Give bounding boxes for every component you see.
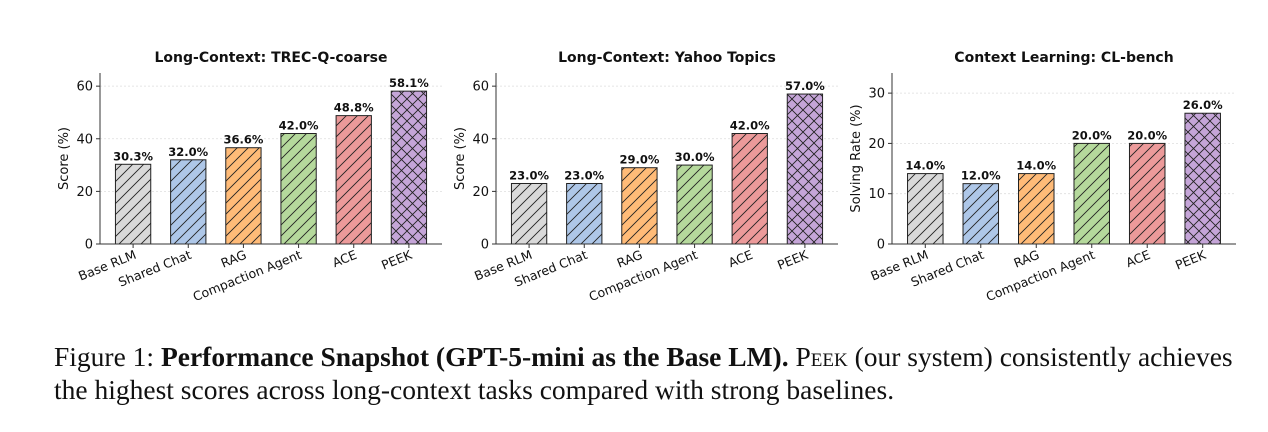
bar-hatch	[676, 164, 713, 245]
bar-hatch	[114, 163, 152, 245]
chart-panel-2: 23.0% 23.0%29.0% 30.0%42.0%57.0%0204060Bas…	[453, 50, 838, 304]
y-tick-label: 20	[868, 137, 885, 152]
bar-hatch	[621, 167, 658, 245]
bar-hatch	[1018, 173, 1055, 245]
bar-hatch	[1184, 112, 1221, 245]
data-label: 20.0%	[1127, 128, 1167, 142]
x-tick-label: RAG	[615, 247, 645, 271]
bar-hatch	[170, 159, 207, 245]
data-label: 14.0%	[905, 159, 945, 173]
caption-text: (our system) consistently achieves the h…	[54, 341, 1233, 405]
data-label: 57.0%	[785, 79, 825, 93]
data-label: 30.0%	[675, 150, 715, 164]
x-tick-label: ACE	[726, 247, 755, 270]
data-label: 42.0%	[730, 119, 770, 133]
caption-bold: Performance Snapshot (GPT-5-mini as the …	[160, 341, 789, 372]
chart-title: Long-Context: TREC-Q-coarse	[155, 50, 388, 66]
y-tick-label: 0	[481, 238, 489, 253]
bar-hatch	[510, 182, 548, 245]
bar-hatch	[225, 147, 262, 245]
y-tick-label: 0	[877, 238, 885, 253]
chart-title: Context Learning: CL-bench	[954, 50, 1173, 66]
bar-hatch	[962, 183, 1000, 245]
x-tick-label: RAG	[219, 247, 249, 271]
x-tick-label: Compaction Agent	[191, 247, 304, 304]
data-label: 36.6%	[223, 133, 263, 147]
bar-hatch	[1073, 142, 1110, 245]
figure-caption: Figure 1: Performance Snapshot (GPT-5-mi…	[54, 340, 1254, 406]
bar-hatch	[390, 90, 428, 245]
data-label: 30.3%	[113, 149, 153, 163]
y-tick-label: 60	[76, 80, 93, 95]
bar-hatch	[280, 133, 317, 245]
x-tick-label: ACE	[330, 247, 359, 270]
data-label: 26.0%	[1183, 98, 1223, 112]
chart-panel-1: 30.3% 32.0%36.6%42.0%48.8%58.1%0204060Bas…	[57, 50, 442, 304]
data-label: 48.8%	[334, 101, 374, 115]
y-tick-label: 10	[868, 187, 885, 202]
x-tick-label: PEEK	[775, 247, 811, 273]
x-tick-label: PEEK	[379, 247, 415, 273]
y-tick-label: 60	[472, 80, 489, 95]
bar-hatch	[335, 115, 372, 245]
data-label: 32.0%	[168, 145, 208, 159]
x-tick-label: ACE	[1124, 247, 1153, 270]
caption-label: Figure 1:	[54, 341, 155, 372]
x-tick-label: Compaction Agent	[587, 247, 700, 304]
y-tick-label: 40	[76, 132, 93, 147]
data-label: 14.0%	[1016, 159, 1056, 173]
bar-hatch	[1128, 142, 1166, 245]
chart-title: Long-Context: Yahoo Topics	[558, 50, 776, 66]
y-tick-label: 20	[472, 185, 489, 200]
bar-hatch	[731, 133, 768, 245]
bar-hatch	[907, 173, 944, 245]
figure: 30.3% 32.0%36.6%42.0%48.8%58.1%0204060Bas…	[57, 50, 1236, 304]
y-tick-label: 30	[868, 87, 885, 102]
bar-hatch	[786, 93, 824, 245]
data-label: 42.0%	[279, 119, 319, 133]
y-tick-label: 0	[85, 238, 93, 253]
x-tick-label: PEEK	[1173, 247, 1209, 273]
data-label: 23.0%	[564, 168, 604, 182]
y-axis-label: Solving Rate (%)	[849, 104, 864, 212]
chart-panel-3: 14.0%12.0%14.0%20.0% 20.0%26.0%0102030Bas…	[849, 50, 1236, 304]
bar-hatch	[566, 182, 603, 245]
data-label: 12.0%	[961, 169, 1001, 183]
x-tick-label: Compaction Agent	[984, 247, 1097, 304]
x-tick-label: RAG	[1011, 247, 1041, 271]
data-label: 58.1%	[389, 76, 429, 90]
caption-system-name: Peek	[795, 341, 848, 372]
data-label: 29.0%	[619, 153, 659, 167]
data-label: 23.0%	[509, 168, 549, 182]
y-axis-label: Score (%)	[57, 127, 72, 190]
data-label: 20.0%	[1072, 128, 1112, 142]
y-tick-label: 40	[472, 132, 489, 147]
y-axis-label: Score (%)	[453, 127, 468, 190]
y-tick-label: 20	[76, 185, 93, 200]
